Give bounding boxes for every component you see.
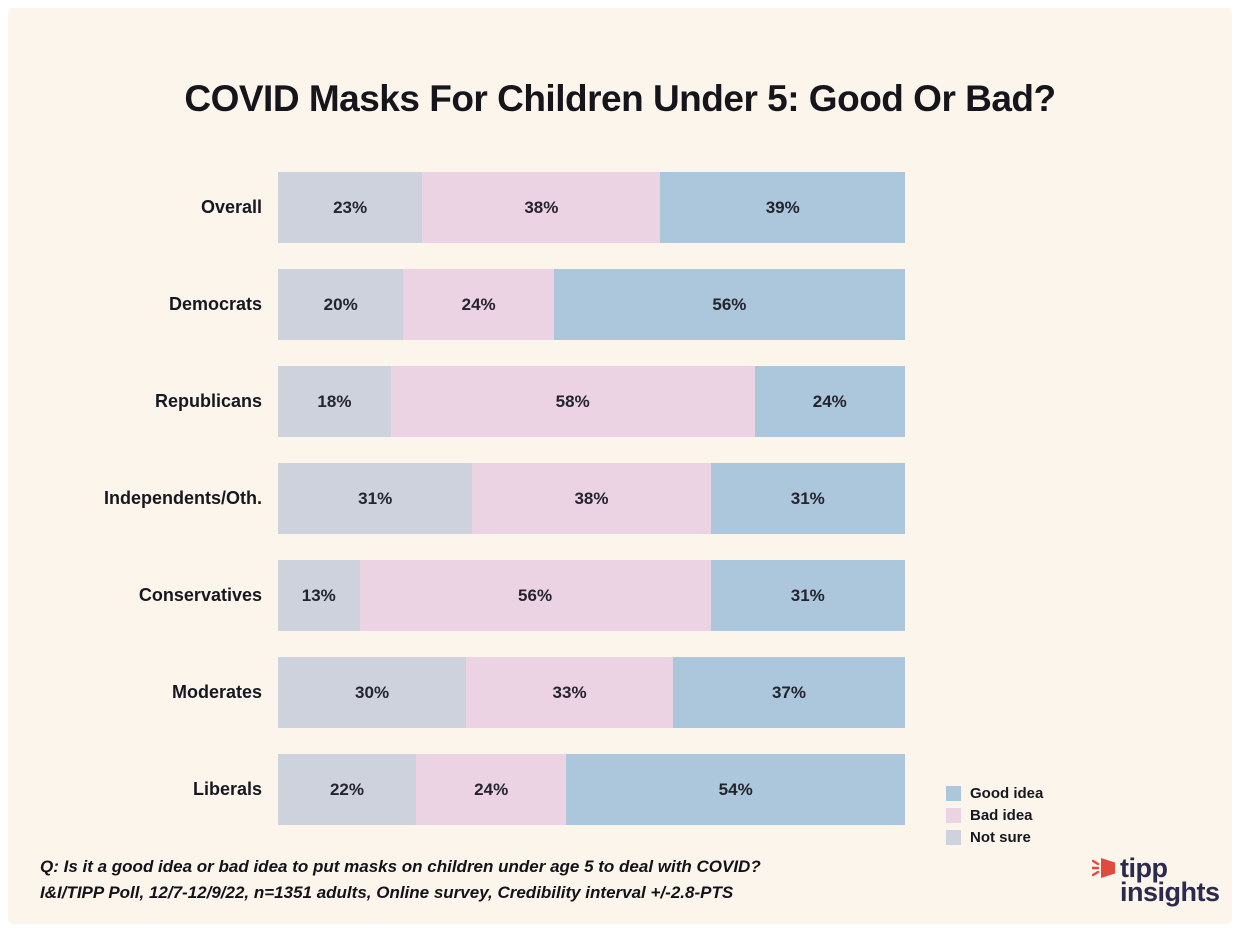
category-label: Overall — [200, 197, 262, 217]
chart-row: Conservatives 13% 56% 31% — [8, 560, 1232, 631]
category-label: Moderates — [171, 682, 262, 702]
chart-row: Liberals 22% 24% 54% — [8, 754, 1232, 825]
bar-segment-good-idea: 37% — [673, 657, 905, 728]
category-label: Independents/Oth. — [103, 488, 262, 508]
legend-label: Good idea — [970, 784, 1044, 802]
logo-text-insights: insights — [1120, 877, 1220, 907]
bar-segment-bad-idea: 56% — [359, 560, 711, 631]
legend-item-not-sure: Not sure — [946, 826, 1043, 848]
bar-segment-bad-idea: 38% — [472, 463, 711, 534]
legend-swatch — [946, 829, 961, 845]
bar-segment-not-sure: 13% — [278, 560, 360, 631]
legend-label: Not sure — [970, 828, 1031, 846]
chart-row: Democrats 20% 24% 56% — [8, 269, 1232, 340]
bar-segment-good-idea: 54% — [566, 754, 905, 825]
footer-question: Q: Is it a good idea or bad idea to put … — [40, 857, 761, 876]
chart-row: Independents/Oth. 31% 38% 31% — [8, 463, 1232, 534]
bar-segment-bad-idea: 24% — [415, 754, 567, 825]
stacked-bar: 30% 33% 37% — [278, 657, 905, 728]
bar-segment-good-idea: 31% — [710, 463, 905, 534]
tipp-flag-icon — [1092, 858, 1115, 878]
footer-notes: Q: Is it a good idea or bad idea to put … — [40, 854, 761, 906]
category-label: Conservatives — [138, 585, 262, 605]
bar-segment-bad-idea: 24% — [403, 269, 554, 340]
bar-segment-not-sure: 30% — [278, 657, 467, 728]
bar-segment-bad-idea: 38% — [422, 172, 661, 243]
tipp-insights-logo: tipp insights — [1092, 853, 1220, 907]
bar-segment-not-sure: 31% — [278, 463, 473, 534]
category-label: Democrats — [168, 294, 262, 314]
stacked-bar: 22% 24% 54% — [278, 754, 905, 825]
chart-panel: COVID Masks For Children Under 5: Good O… — [8, 8, 1232, 924]
bar-segment-good-idea: 56% — [553, 269, 905, 340]
stacked-bar: 13% 56% 31% — [278, 560, 905, 631]
chart-legend: Good idea Bad idea Not sure — [946, 782, 1043, 848]
bar-segment-bad-idea: 33% — [466, 657, 673, 728]
stacked-bar: 20% 24% 56% — [278, 269, 905, 340]
footer-methodology: I&I/TIPP Poll, 12/7-12/9/22, n=1351 adul… — [40, 883, 734, 902]
chart-title: COVID Masks For Children Under 5: Good O… — [184, 78, 1056, 119]
logo-text-tipp: tipp — [1120, 853, 1168, 883]
legend-label: Bad idea — [970, 806, 1033, 824]
bar-segment-not-sure: 22% — [278, 754, 416, 825]
chart-row: Moderates 30% 33% 37% — [8, 657, 1232, 728]
bar-segment-not-sure: 23% — [278, 172, 423, 243]
legend-item-bad-idea: Bad idea — [946, 804, 1043, 826]
bar-segment-good-idea: 39% — [660, 172, 905, 243]
category-label: Republicans — [154, 391, 262, 411]
stacked-bar: 18% 58% 24% — [278, 366, 905, 437]
legend-swatch — [946, 807, 961, 823]
bar-segment-not-sure: 20% — [278, 269, 404, 340]
category-label: Liberals — [192, 779, 262, 799]
chart-row: Republicans 18% 58% 24% — [8, 366, 1232, 437]
legend-item-good-idea: Good idea — [946, 782, 1043, 804]
chart-row: Overall 23% 38% 39% — [8, 172, 1232, 243]
bar-segment-bad-idea: 58% — [390, 366, 755, 437]
stacked-bar: 31% 38% 31% — [278, 463, 905, 534]
legend-swatch — [946, 785, 961, 801]
bar-segment-good-idea: 24% — [754, 366, 905, 437]
bar-segment-good-idea: 31% — [710, 560, 905, 631]
chart-rows: Overall 23% 38% 39% Democrats 20% 24% 56% Republ… — [8, 172, 1232, 851]
bar-segment-not-sure: 18% — [278, 366, 391, 437]
stacked-bar: 23% 38% 39% — [278, 172, 905, 243]
